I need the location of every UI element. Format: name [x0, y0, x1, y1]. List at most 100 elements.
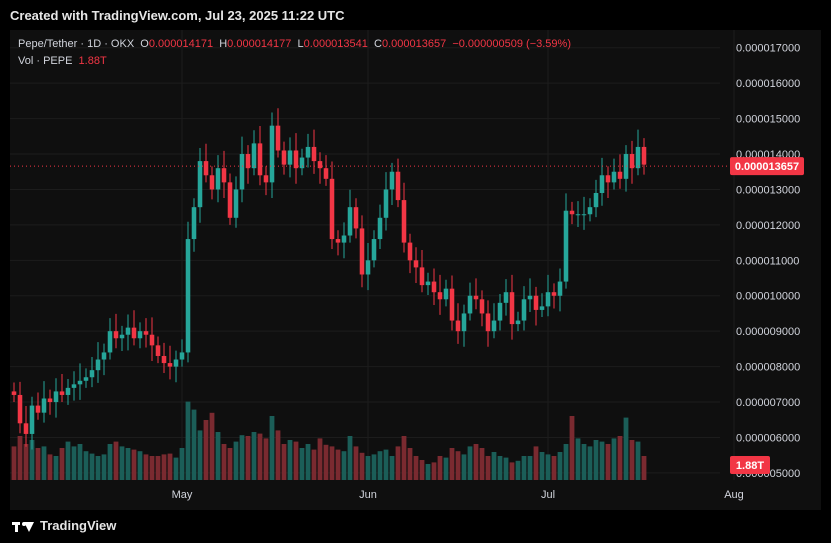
candle-body: [329, 178, 335, 240]
volume-bar: [305, 444, 311, 480]
candle-body: [431, 281, 437, 293]
volume-bar: [83, 451, 89, 480]
o-label: O: [140, 38, 149, 50]
last-volume-label: 1.88T: [736, 460, 764, 472]
volume-bar: [179, 448, 185, 480]
volume-bar: [569, 416, 575, 480]
candle-body: [341, 235, 347, 243]
candle-body: [491, 320, 497, 332]
ohlc-row: Pepe/Tether · 1D · OKX O0.000014171 H0.0…: [18, 36, 571, 53]
candle-body: [551, 292, 557, 296]
candlestick-chart[interactable]: 0.000017000 0.000016000 0.000015000 0.00001…: [10, 30, 821, 510]
candle-body: [533, 295, 539, 310]
volume-bar: [293, 441, 299, 480]
chart-area[interactable]: 0.000017000 0.000016000 0.000015000 0.00001…: [10, 30, 821, 510]
volume-bar: [233, 441, 239, 480]
volume-bar: [287, 440, 293, 480]
candle-body: [35, 405, 41, 413]
volume-bar: [329, 446, 335, 480]
volume-bar: [443, 457, 449, 480]
volume-bar: [599, 441, 605, 480]
candle-body: [83, 377, 89, 381]
candle-body: [497, 302, 503, 321]
c-value: 0.000013657: [381, 38, 447, 50]
volume-bar: [149, 456, 155, 480]
candle-body: [455, 320, 461, 332]
volume-bar: [575, 438, 581, 480]
candle-body: [353, 207, 359, 229]
y-tick-label: 0.000011000: [736, 255, 799, 267]
y-tick-label: 0.000007000: [736, 397, 800, 409]
candle-body: [233, 189, 239, 218]
volume-bar: [371, 454, 377, 480]
volume-bar: [509, 462, 515, 480]
candle-body: [617, 171, 623, 179]
candle-body: [545, 292, 551, 307]
candle-body: [191, 207, 197, 240]
volume-bar: [137, 451, 143, 480]
volume-bar: [377, 451, 383, 480]
volume-bar: [581, 444, 587, 480]
volume-bar: [299, 448, 305, 480]
volume-row: Vol · PEPE 1.88T: [18, 53, 571, 70]
candle-body: [119, 334, 125, 339]
candle-body: [41, 398, 47, 413]
volume-bar: [89, 453, 95, 480]
volume-bar: [419, 460, 425, 480]
candle-body: [281, 150, 287, 165]
x-tick-label: Aug: [724, 489, 744, 501]
candle-body: [143, 331, 149, 335]
c-label: C: [374, 38, 382, 50]
candle-body: [371, 239, 377, 261]
candle-body: [569, 210, 575, 215]
candle-body: [323, 168, 329, 179]
change-value: −0.000000509 (−3.59%): [452, 38, 571, 50]
l-label: L: [297, 38, 304, 50]
volume-bar: [275, 430, 281, 480]
candle-body: [173, 359, 179, 367]
volume-bar: [173, 457, 179, 480]
candle-body: [641, 146, 647, 165]
candle-body: [107, 331, 113, 353]
candle-body: [539, 306, 545, 310]
volume-bar: [551, 456, 557, 480]
volume-bar: [131, 449, 137, 480]
last-price-badge: [730, 157, 804, 176]
volume-bar: [545, 454, 551, 480]
candle-body: [17, 394, 23, 424]
volume-bar: [23, 444, 29, 480]
candle-body: [149, 334, 155, 346]
candle-body: [587, 207, 593, 215]
volume-bar: [17, 436, 23, 480]
volume-value: 1.88T: [78, 55, 107, 67]
volume-bar: [47, 454, 53, 480]
candle-body: [227, 182, 233, 218]
y-tick-label: 0.000012000: [736, 220, 800, 232]
tradingview-logo-icon: [12, 519, 34, 533]
volume-bar: [485, 456, 491, 480]
candle-body: [65, 387, 71, 395]
volume-bar: [491, 452, 497, 480]
candle-body: [437, 292, 443, 300]
candle-body: [209, 175, 215, 190]
candle-body: [359, 228, 365, 275]
volume-bar: [245, 436, 251, 480]
candle-body: [629, 154, 635, 169]
volume-bar: [611, 438, 617, 480]
tradingview-brand[interactable]: TradingView: [12, 518, 116, 533]
x-tick-label: Jun: [359, 489, 377, 501]
volume-bar: [413, 456, 419, 480]
candle-body: [575, 214, 581, 216]
volume-bar: [467, 446, 473, 480]
candle-body: [365, 260, 371, 275]
candle-body: [605, 175, 611, 183]
volume-bar: [35, 448, 41, 480]
volume-bar: [311, 449, 317, 480]
candle-body: [95, 359, 101, 371]
y-tick-label: 0.000017000: [736, 43, 800, 55]
y-tick-label: 0.000013000: [736, 184, 800, 196]
candle-body: [401, 200, 407, 243]
volume-bar: [125, 448, 131, 480]
volume-bar: [641, 456, 647, 480]
candle-body: [185, 239, 191, 353]
